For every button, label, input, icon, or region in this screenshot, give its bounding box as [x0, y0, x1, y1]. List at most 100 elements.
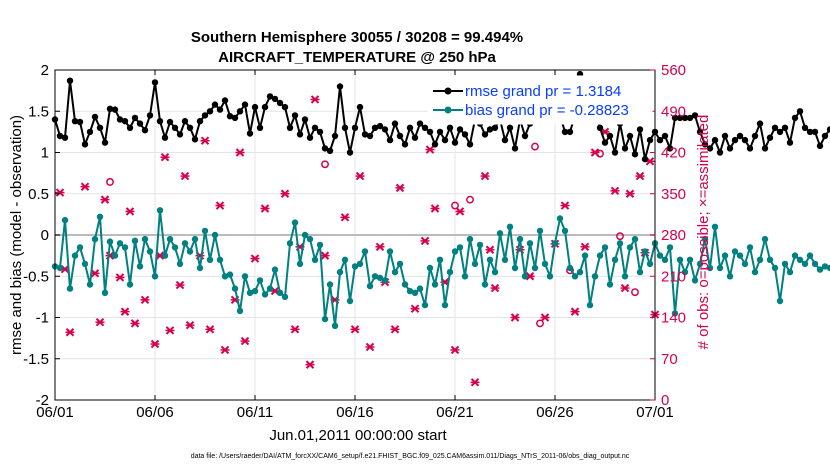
y-tick-label: -0.5: [23, 268, 49, 285]
bias-point: [796, 256, 804, 263]
rmse-point: [241, 101, 249, 108]
rmse-point: [171, 124, 179, 131]
rmse-point: [521, 132, 529, 140]
rmse-point: [191, 136, 199, 143]
bias-point: [506, 223, 514, 230]
bias-point: [591, 273, 599, 280]
bias-point: [346, 297, 354, 305]
obs-possible-marker: [466, 195, 474, 204]
bias-point: [336, 268, 344, 276]
bias-point: [731, 248, 739, 255]
obs-possible-marker: [596, 149, 604, 158]
bias-point: [461, 273, 469, 280]
x-tick-label: 06/06: [136, 404, 174, 421]
bias-point: [751, 268, 759, 276]
rmse-point: [66, 77, 74, 84]
rmse-point: [601, 139, 609, 146]
bias-point: [381, 277, 389, 284]
rmse-point: [441, 136, 449, 144]
bias-point: [421, 301, 429, 309]
bias-point: [411, 289, 419, 296]
bias-point: [801, 260, 809, 268]
bias-point: [286, 240, 294, 247]
bias-point: [496, 230, 504, 237]
rmse-point: [136, 120, 144, 127]
rmse-point: [776, 128, 784, 136]
bias-point: [261, 291, 269, 298]
rmse-point: [766, 134, 774, 141]
rmse-point: [661, 132, 669, 140]
rmse-point: [786, 139, 794, 146]
rmse-point: [386, 136, 394, 144]
rmse-point: [256, 124, 264, 131]
bias-point: [141, 235, 149, 243]
rmse-point: [456, 126, 464, 133]
rmse-point: [741, 136, 749, 144]
bias-point: [296, 260, 304, 268]
rmse-point: [736, 132, 744, 140]
obs-possible-marker: [106, 178, 114, 186]
rmse-point: [596, 124, 604, 131]
rmse-point: [266, 93, 274, 100]
bias-point: [646, 260, 654, 268]
rmse-point: [216, 106, 224, 113]
chart-title-line1: Southern Hemisphere 30055 / 30208 = 99.4…: [191, 29, 523, 46]
rmse-point: [301, 116, 309, 123]
bias-point: [76, 244, 84, 251]
bias-point: [356, 260, 364, 268]
bias-point: [436, 256, 444, 263]
bias-point: [136, 263, 144, 270]
rmse-point: [451, 139, 459, 146]
x-tick-label: 07/01: [636, 404, 674, 421]
bias-point: [441, 301, 449, 309]
rmse-point: [511, 145, 519, 152]
bias-point: [656, 252, 664, 259]
bias-point: [366, 282, 374, 290]
rmse-point: [231, 114, 239, 122]
x-tick-label: 06/11: [237, 404, 273, 421]
bias-point: [216, 256, 224, 263]
rmse-point: [481, 131, 489, 138]
rmse-point: [236, 108, 244, 115]
bias-point: [726, 273, 734, 280]
rmse-point: [296, 131, 304, 138]
bias-point: [696, 260, 704, 268]
bias-point: [576, 268, 584, 276]
bias-point: [161, 252, 169, 259]
rmse-point: [436, 128, 444, 136]
bias-point: [91, 235, 99, 243]
bias-point: [786, 268, 794, 276]
rmse-point: [746, 145, 754, 152]
rmse-point: [791, 114, 799, 122]
bias-point: [196, 264, 204, 272]
y-right-axis-label: # of obs: o=possible; ×=assimilated: [695, 115, 712, 350]
rmse-point: [361, 131, 369, 138]
rmse-point: [286, 124, 294, 131]
bias-point: [536, 227, 544, 235]
bias-point: [301, 231, 309, 239]
rmse-point: [561, 128, 569, 136]
rmse-point: [141, 127, 149, 134]
y-right-tick-label: 350: [661, 186, 686, 203]
bias-point: [86, 281, 94, 288]
rmse-point: [646, 136, 654, 144]
bias-point: [471, 260, 479, 268]
bias-point: [376, 274, 384, 282]
bias-point: [826, 264, 830, 272]
bias-point: [756, 256, 764, 263]
bias-point: [741, 260, 749, 268]
bias-point: [426, 264, 434, 272]
bias-point: [431, 281, 439, 288]
bias-point: [266, 285, 274, 292]
rmse-point: [426, 128, 434, 136]
rmse-point: [276, 99, 284, 107]
rmse-point: [641, 155, 649, 163]
bias-point: [186, 248, 194, 255]
rmse-point: [636, 126, 644, 133]
rmse-point: [116, 116, 124, 123]
x-tick-label: 06/26: [536, 404, 574, 421]
obs-possible-marker: [616, 232, 624, 241]
bias-point: [806, 252, 814, 259]
rmse-point: [676, 114, 684, 122]
rmse-point: [336, 83, 344, 90]
